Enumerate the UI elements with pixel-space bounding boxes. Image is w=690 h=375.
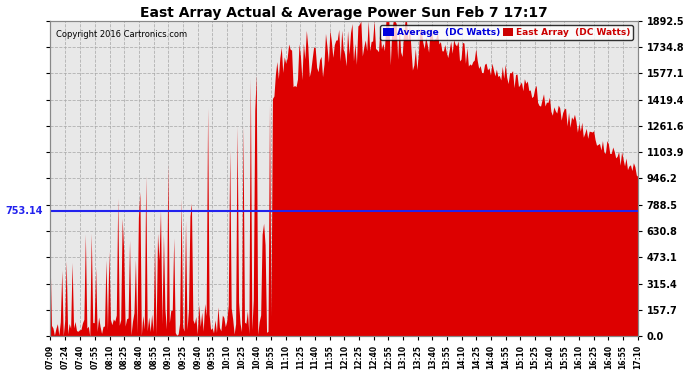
- Text: 753.14: 753.14: [6, 206, 43, 216]
- Text: Copyright 2016 Cartronics.com: Copyright 2016 Cartronics.com: [56, 30, 187, 39]
- Title: East Array Actual & Average Power Sun Feb 7 17:17: East Array Actual & Average Power Sun Fe…: [140, 6, 548, 20]
- Legend: Average  (DC Watts), East Array  (DC Watts): Average (DC Watts), East Array (DC Watts…: [380, 25, 633, 40]
